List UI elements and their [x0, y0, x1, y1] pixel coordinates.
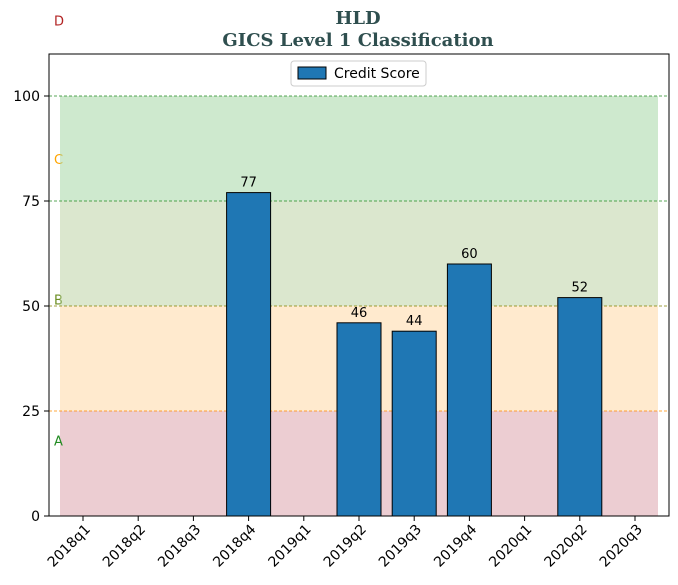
y-tick-label: 0: [31, 509, 40, 525]
bar-2019q4: [446, 263, 492, 517]
band-label-b: B: [54, 294, 63, 309]
band-d: [60, 96, 658, 201]
bar-label-2019q3: 44: [406, 314, 423, 329]
bar-2018q4: [226, 192, 272, 517]
bar-label-2019q4: 60: [461, 247, 478, 262]
x-tick-label: 2019q1: [266, 522, 315, 571]
band-label-a: A: [54, 434, 63, 449]
bar-label-2018q4: 77: [240, 176, 257, 191]
x-tick-label: 2019q2: [321, 522, 370, 571]
x-tick-label: 2020q3: [597, 522, 646, 571]
bar-2019q3: [391, 330, 437, 517]
x-tick-label: 2018q3: [155, 522, 204, 571]
bar-2019q2: [336, 322, 382, 517]
x-tick-label: 2020q1: [486, 522, 535, 571]
x-tick-label: 2018q1: [45, 522, 94, 571]
x-tick-label: 2018q4: [210, 521, 259, 570]
x-tick-label: 2018q2: [100, 522, 149, 571]
band-label-c: C: [54, 153, 63, 168]
y-tick-label: 100: [13, 89, 40, 105]
x-tick-label: 2020q2: [542, 522, 591, 571]
x-tick-label: 2019q4: [431, 521, 480, 570]
bar-2020q2: [557, 297, 603, 517]
legend-swatch: [297, 66, 327, 80]
y-tick-label: 75: [22, 194, 40, 210]
legend: Credit Score: [290, 60, 427, 87]
x-tick-label: 2019q3: [376, 522, 425, 571]
y-axis: 0 25 50 75 100: [13, 89, 49, 525]
x-axis: 2018q1 2018q2 2018q3 2018q4 2019q1 2019q2 2019…: [45, 516, 646, 571]
bars: [226, 192, 603, 517]
chart-title: HLD: [335, 8, 380, 29]
bar-labels: 77 46 44 60 52: [240, 176, 588, 330]
bar-label-2020q2: 52: [572, 281, 589, 296]
bar-label-2019q2: 46: [351, 306, 368, 321]
y-tick-label: 50: [22, 299, 40, 315]
y-tick-label: 25: [22, 404, 40, 420]
legend-label: Credit Score: [334, 66, 420, 82]
band-label-d: D: [54, 14, 64, 29]
chart-subtitle: GICS Level 1 Classification: [222, 30, 493, 51]
band-c: [60, 201, 658, 306]
